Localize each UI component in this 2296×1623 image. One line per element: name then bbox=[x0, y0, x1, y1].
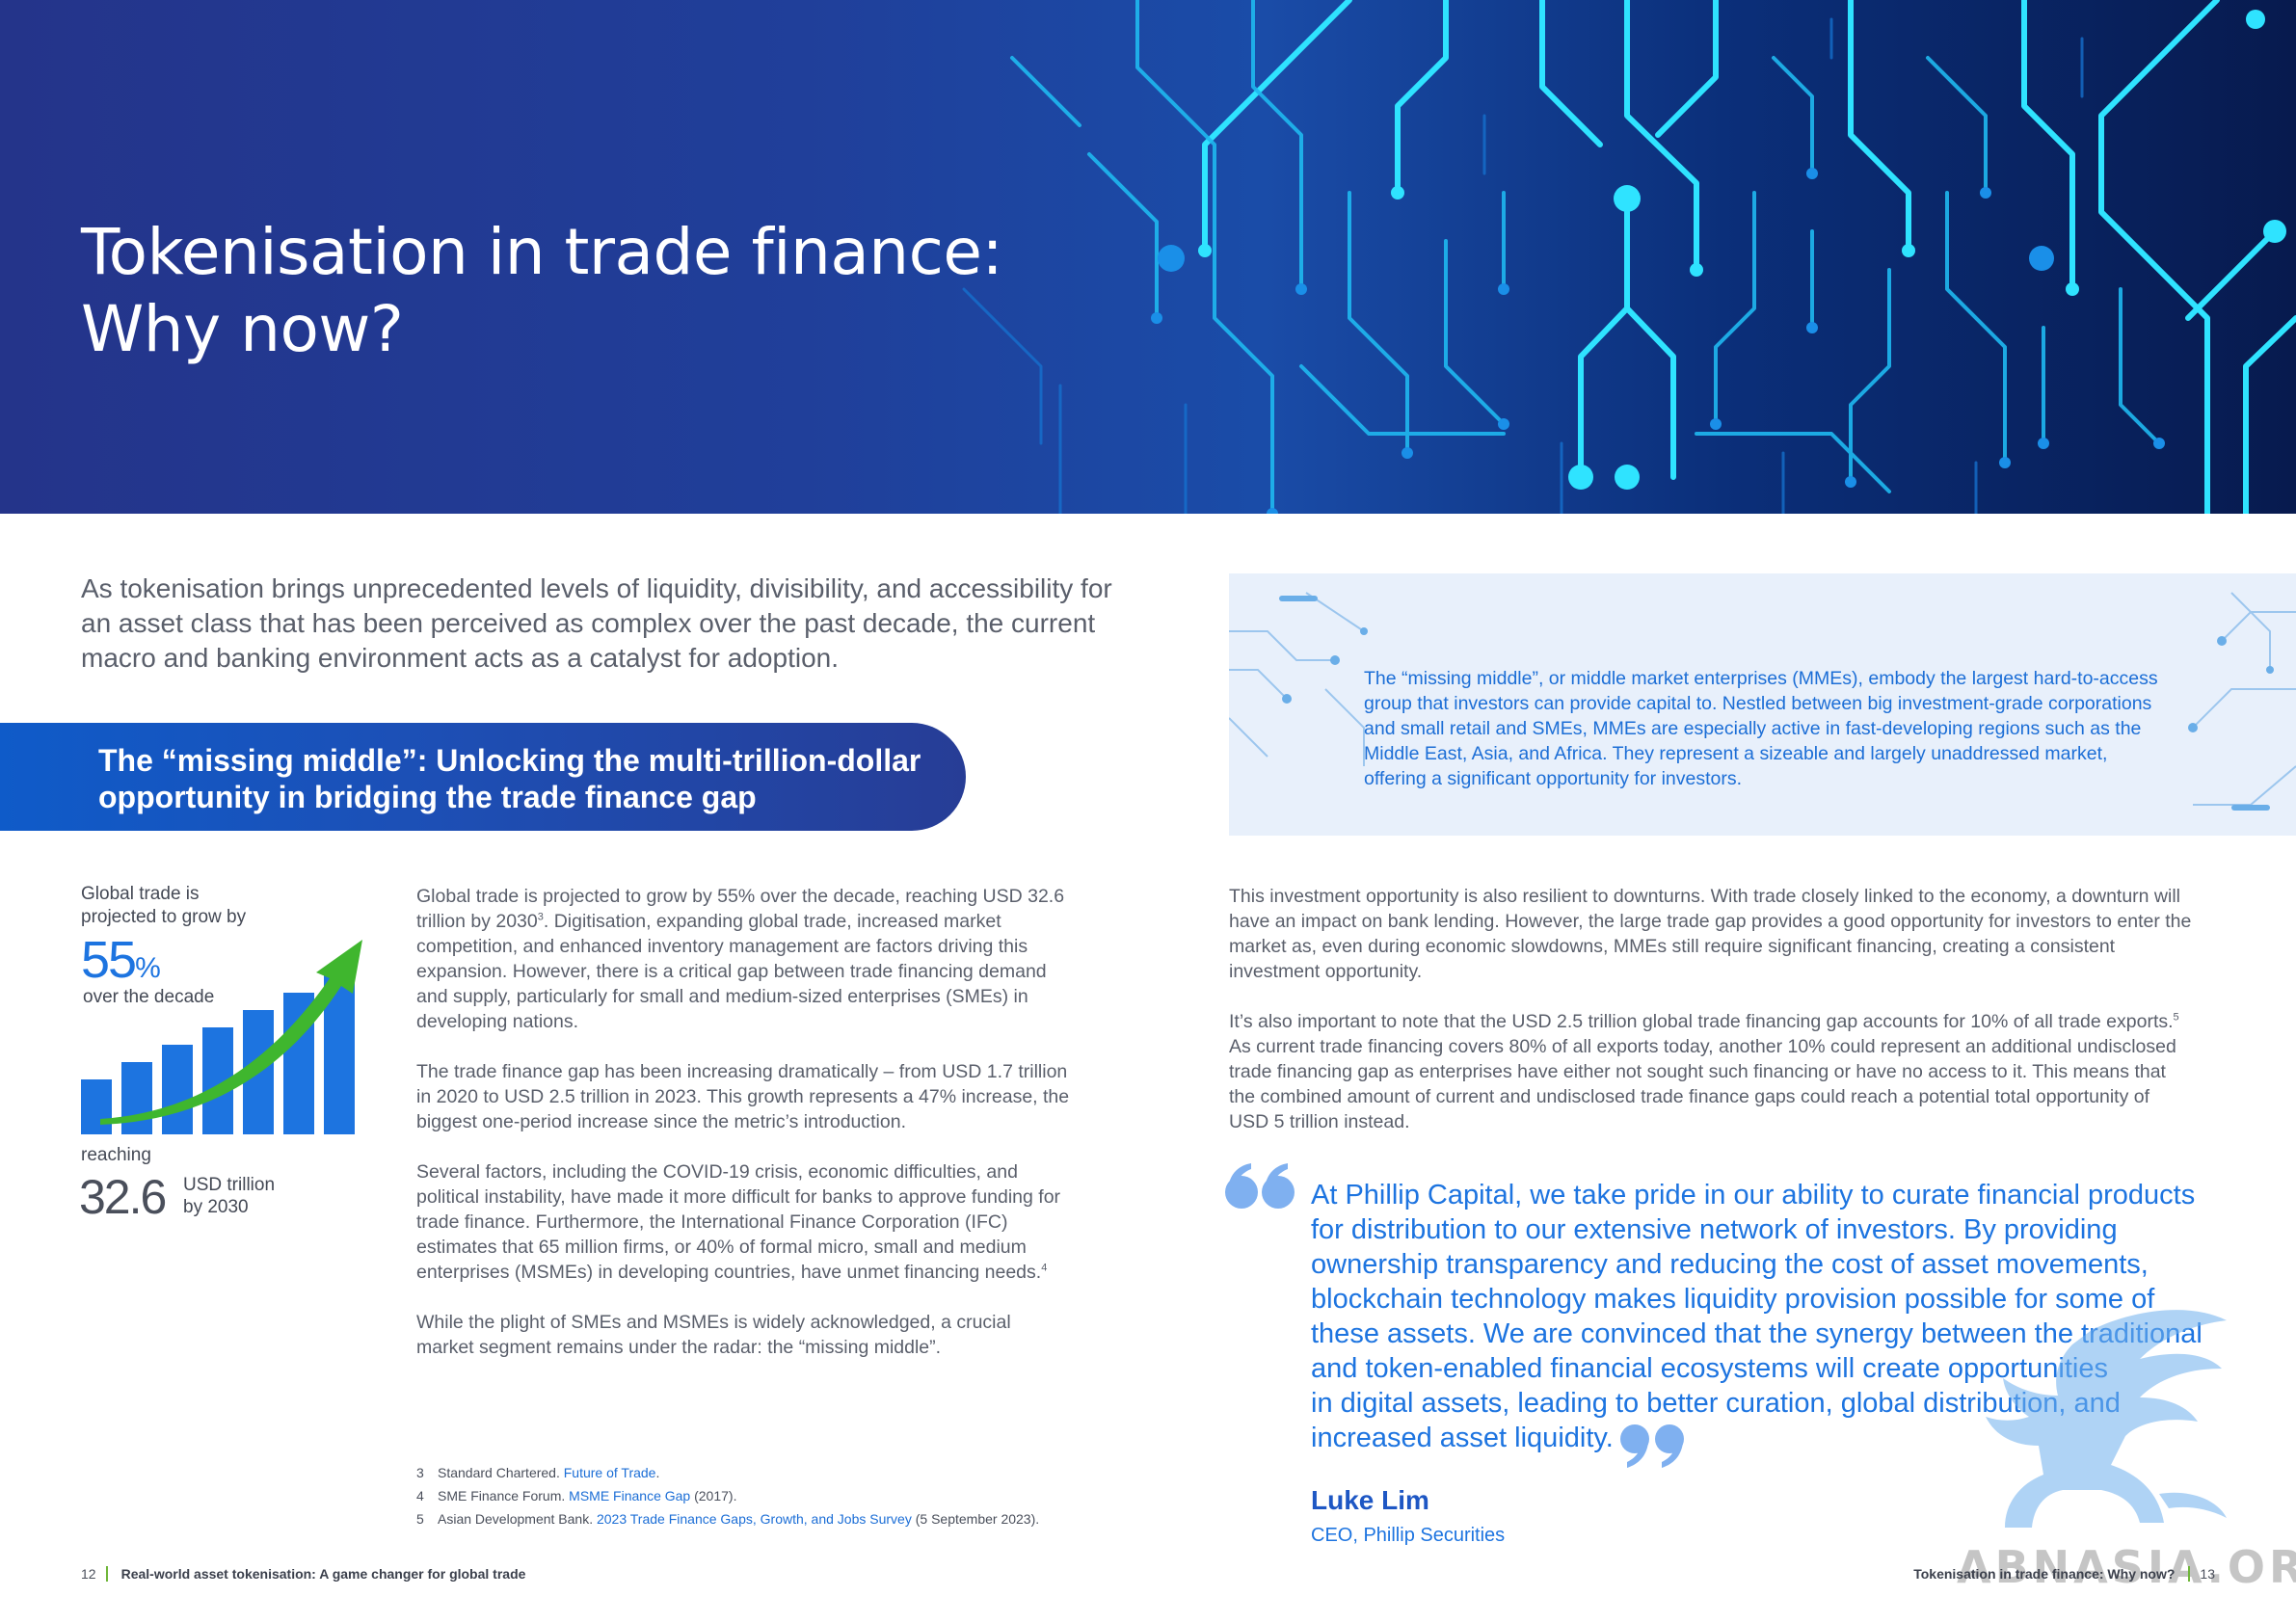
body-paragraph-4: While the plight of SMEs and MSMEs is wi… bbox=[416, 1312, 1011, 1358]
growth-bar-2 bbox=[121, 1062, 152, 1134]
open-quote-icon bbox=[1225, 1163, 1295, 1209]
trade-unit-line-1: USD trillion bbox=[183, 1175, 276, 1195]
growth-stat: 55% bbox=[81, 931, 161, 998]
footer-left: 12 Real-world asset tokenisation: A game… bbox=[81, 1565, 525, 1583]
growth-bar-1 bbox=[81, 1079, 112, 1134]
circuit-board-illustration bbox=[962, 0, 2296, 514]
quote-line-5: these assets. We are convinced that the … bbox=[1311, 1318, 2203, 1349]
body-paragraph-5: This investment opportunity is also resi… bbox=[1229, 886, 2192, 982]
watermark: ABNASIA.ORG bbox=[1957, 1541, 2296, 1593]
footnote-ref-3[interactable]: 3 bbox=[537, 911, 544, 923]
body-paragraph-1: Global trade is projected to grow by 55%… bbox=[416, 886, 1065, 1032]
growth-unit: % bbox=[135, 952, 161, 984]
quote-author-role: CEO, Phillip Securities bbox=[1311, 1525, 1506, 1546]
trade-unit-line-2: by 2030 bbox=[183, 1197, 249, 1217]
section-title: The “missing middle”: Unlocking the mult… bbox=[98, 742, 947, 815]
intro-paragraph: As tokenisation brings unprecedented lev… bbox=[81, 573, 1112, 673]
stat-intro-line-2: projected to grow by bbox=[81, 907, 247, 927]
circuit-decoration-icon bbox=[1229, 592, 2296, 811]
close-quote-icon bbox=[1620, 1424, 1684, 1468]
footnote-5: 5 Asian Development Bank. 2023 Trade Fin… bbox=[416, 1511, 1040, 1527]
page-number-left: 12 bbox=[81, 1566, 96, 1582]
growth-value: 55 bbox=[81, 931, 137, 989]
stat-intro-line-1: Global trade is bbox=[81, 884, 200, 904]
page-title-line-1: Tokenisation in trade finance: bbox=[81, 215, 1003, 289]
growth-bar-3 bbox=[162, 1045, 193, 1134]
section-title-line-2: opportunity in bridging the trade financ… bbox=[98, 780, 757, 814]
quote-line-8: increased asset liquidity. bbox=[1311, 1423, 1614, 1453]
growth-caption: over the decade bbox=[83, 987, 215, 1007]
page-number-right: 13 bbox=[2200, 1566, 2215, 1582]
page-title: Tokenisation in trade finance: Why now? bbox=[81, 214, 1141, 368]
quote-line-1: At Phillip Capital, we take pride in our… bbox=[1311, 1180, 2196, 1211]
quote-line-7: in digital assets, leading to better cur… bbox=[1311, 1388, 2121, 1419]
left-body-column: Global trade is projected to grow by 55%… bbox=[416, 884, 1072, 1360]
footnote-ref-5[interactable]: 5 bbox=[2173, 1011, 2179, 1024]
footnote-ref-4[interactable]: 4 bbox=[1041, 1262, 1048, 1274]
growth-bar-chart-icon bbox=[81, 940, 362, 1134]
footnotes: 3 Standard Chartered. Future of Trade. 4… bbox=[416, 1461, 1110, 1530]
testimonial-quote: At Phillip Capital, we take pride in our… bbox=[1311, 1178, 2217, 1455]
page-title-line-2: Why now? bbox=[81, 292, 404, 366]
right-body-column: This investment opportunity is also resi… bbox=[1229, 884, 2193, 1134]
footer-divider-right bbox=[2188, 1566, 2191, 1582]
footer-title-right: Tokenisation in trade finance: Why now? bbox=[1913, 1566, 2176, 1582]
quote-line-2: for distribution to our extensive networ… bbox=[1311, 1214, 2118, 1245]
hero-banner: Tokenisation in trade finance: Why now? bbox=[0, 0, 2296, 514]
growth-arrow bbox=[100, 940, 362, 1125]
footer-title-left: Real-world asset tokenisation: A game ch… bbox=[120, 1566, 526, 1582]
quote-line-4: blockchain technology makes liquidity pr… bbox=[1311, 1284, 2155, 1315]
section-title-line-1: The “missing middle”: Unlocking the mult… bbox=[98, 743, 921, 778]
footer-right: Tokenisation in trade finance: Why now? … bbox=[1913, 1565, 2215, 1583]
quote-line-3: ownership transparency and reducing the … bbox=[1311, 1249, 2149, 1280]
section-header-bar: The “missing middle”: Unlocking the mult… bbox=[0, 723, 966, 831]
footnote-link-adb-survey[interactable]: 2023 Trade Finance Gaps, Growth, and Job… bbox=[596, 1511, 912, 1527]
footnote-link-future-of-trade[interactable]: Future of Trade bbox=[563, 1465, 656, 1480]
trade-value: 32.6 bbox=[79, 1170, 167, 1224]
reaching-label: reaching bbox=[81, 1145, 151, 1165]
body-paragraph-3: Several factors, including the COVID-19 … bbox=[416, 1161, 1061, 1283]
callout-text: The “missing middle”, or middle market e… bbox=[1364, 668, 2158, 789]
trade-unit: USD trillion by 2030 bbox=[183, 1174, 299, 1218]
missing-middle-callout: The “missing middle”, or middle market e… bbox=[1229, 573, 2296, 836]
footer-divider-left bbox=[105, 1566, 108, 1582]
body-paragraph-2: The trade finance gap has been increasin… bbox=[416, 1061, 1070, 1132]
griffin-logo-icon bbox=[1986, 1310, 2227, 1528]
footnote-4: 4 SME Finance Forum. MSME Finance Gap (2… bbox=[416, 1488, 737, 1503]
footnote-3: 3 Standard Chartered. Future of Trade. bbox=[416, 1465, 660, 1480]
body-paragraph-6: It’s also important to note that the USD… bbox=[1229, 1011, 2179, 1132]
quote-author-name: Luke Lim bbox=[1311, 1485, 1429, 1515]
quote-line-6: and token-enabled financial ecosystems w… bbox=[1311, 1353, 2108, 1384]
footnote-link-msme-finance-gap[interactable]: MSME Finance Gap bbox=[569, 1488, 691, 1503]
